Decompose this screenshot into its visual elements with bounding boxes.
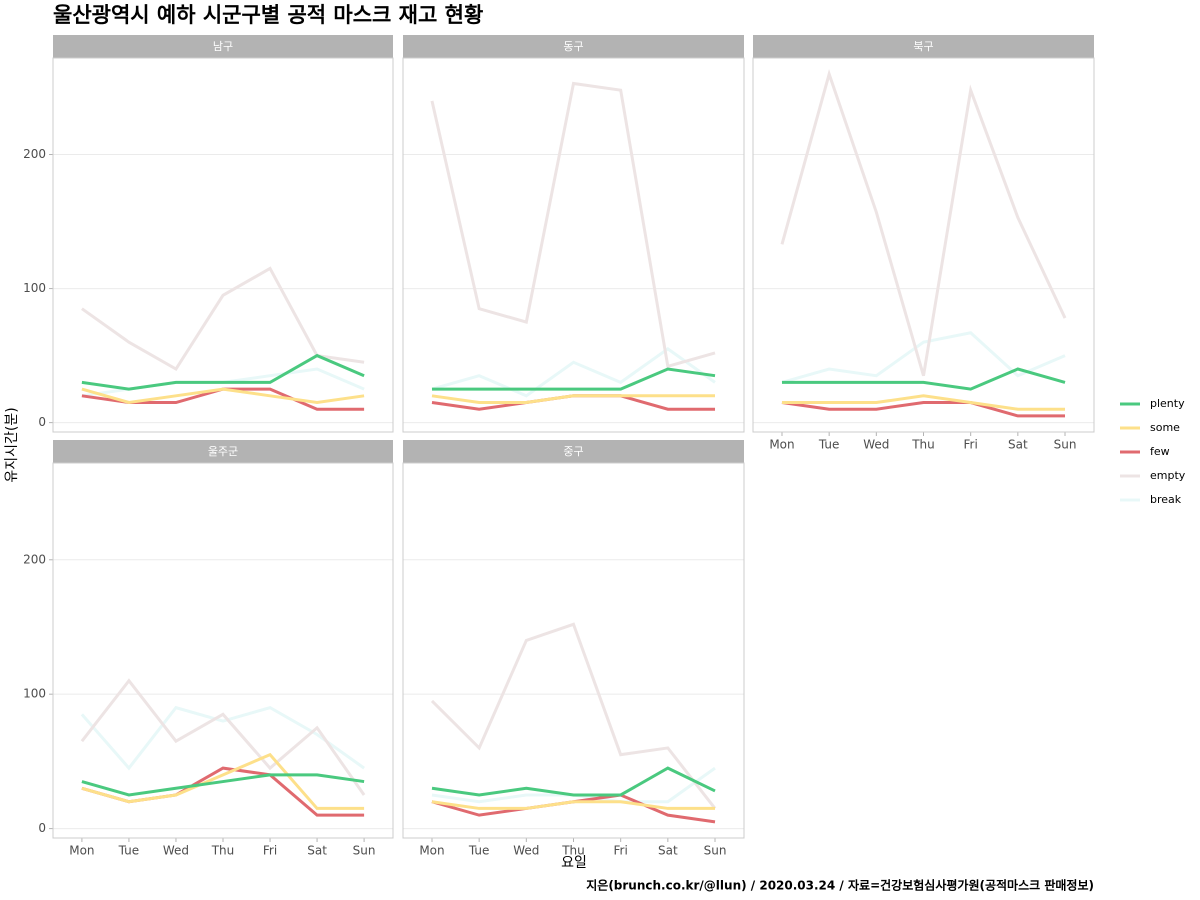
series-line [431, 367, 716, 391]
x-tick-label: Wed [513, 844, 539, 858]
strip [53, 440, 393, 463]
strip [753, 35, 1094, 58]
x-tick-label: Sat [658, 844, 678, 858]
legend-label: empty [1150, 469, 1186, 482]
y-axis-label: 유지시간(분) [4, 407, 20, 482]
x-tick-label: Mon [69, 844, 94, 858]
panel-border [52, 57, 394, 433]
caption: 지은(brunch.co.kr/@llun) / 2020.03.24 / 자료… [586, 878, 1094, 893]
x-tick-label: Tue [468, 844, 490, 858]
series-line [781, 331, 1066, 384]
x-tick-label: Mon [419, 844, 444, 858]
panel-border [752, 57, 1095, 433]
series-line [781, 394, 1066, 411]
panel-border [402, 57, 745, 433]
series-line [430, 81, 716, 369]
strip [403, 440, 744, 463]
series-line [431, 800, 716, 810]
x-tick-label: Fri [614, 844, 628, 858]
series-line [781, 367, 1066, 391]
panel-title: 북구 [913, 40, 933, 53]
y-tick-label: 100 [23, 687, 46, 701]
series-line [81, 266, 365, 372]
x-tick-label: Sat [307, 844, 327, 858]
panel-title: 중구 [563, 445, 583, 458]
x-tick-label: Tue [118, 844, 140, 858]
series-line [81, 387, 365, 405]
series-line [781, 401, 1066, 418]
series-line [431, 394, 716, 405]
series-line [80, 705, 365, 771]
panel-title: 남구 [213, 40, 233, 53]
x-tick-label: Sat [1008, 438, 1028, 452]
x-tick-label: Thu [561, 844, 585, 858]
x-tick-label: Thu [211, 844, 235, 858]
x-tick-label: Fri [263, 844, 277, 858]
legend-label: few [1150, 445, 1170, 458]
series-line [81, 773, 365, 797]
y-tick-label: 0 [38, 415, 46, 429]
x-tick-label: Tue [818, 438, 840, 452]
series-line [431, 766, 716, 804]
x-tick-label: Wed [863, 438, 889, 452]
series-line [80, 678, 366, 796]
y-tick-label: 200 [23, 552, 46, 566]
x-tick-label: Wed [163, 844, 189, 858]
series-line [81, 752, 365, 810]
y-tick-label: 0 [38, 821, 46, 835]
x-tick-label: Sun [1054, 438, 1077, 452]
y-tick-label: 200 [23, 147, 46, 161]
series-line [431, 347, 716, 398]
legend-label: some [1150, 421, 1180, 434]
x-tick-label: Mon [769, 438, 794, 452]
panel-title: 울주군 [208, 445, 238, 458]
series-line [430, 622, 717, 810]
series-line [780, 69, 1067, 377]
x-tick-label: Sun [353, 844, 376, 858]
panel-title: 동구 [563, 40, 583, 53]
legend-label: break [1150, 493, 1182, 506]
strip [403, 35, 744, 58]
x-axis-label: 요일 [561, 855, 587, 871]
series-line [81, 387, 365, 411]
legend-label: plenty [1150, 397, 1185, 410]
x-tick-label: Fri [964, 438, 978, 452]
series-line [81, 353, 365, 391]
x-tick-label: Sun [704, 844, 727, 858]
chart-title: 울산광역시 예하 시군구별 공적 마스크 재고 현황 [53, 3, 483, 27]
x-tick-label: Thu [911, 438, 935, 452]
strip [53, 35, 393, 58]
y-tick-label: 100 [23, 281, 46, 295]
panel-border [402, 462, 745, 839]
series-line [431, 766, 716, 797]
panel-border [52, 462, 394, 839]
